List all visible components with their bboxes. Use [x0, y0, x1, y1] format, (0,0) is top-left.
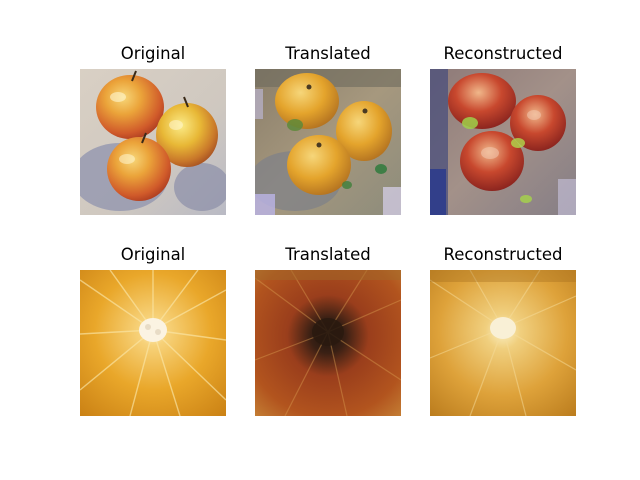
panel-title: Original	[60, 244, 246, 266]
translated-orange-image	[255, 270, 401, 416]
reconstructed-orange-image	[430, 270, 576, 416]
original-orange-image	[80, 270, 226, 416]
panel-title: Original	[60, 43, 246, 65]
panel-title: Reconstructed	[410, 244, 596, 266]
panel-title: Translated	[235, 244, 421, 266]
translated-apples-image	[255, 69, 401, 215]
panel-title: Translated	[235, 43, 421, 65]
panel-title: Reconstructed	[410, 43, 596, 65]
reconstructed-apples-image	[430, 69, 576, 215]
original-apples-image	[80, 69, 226, 215]
